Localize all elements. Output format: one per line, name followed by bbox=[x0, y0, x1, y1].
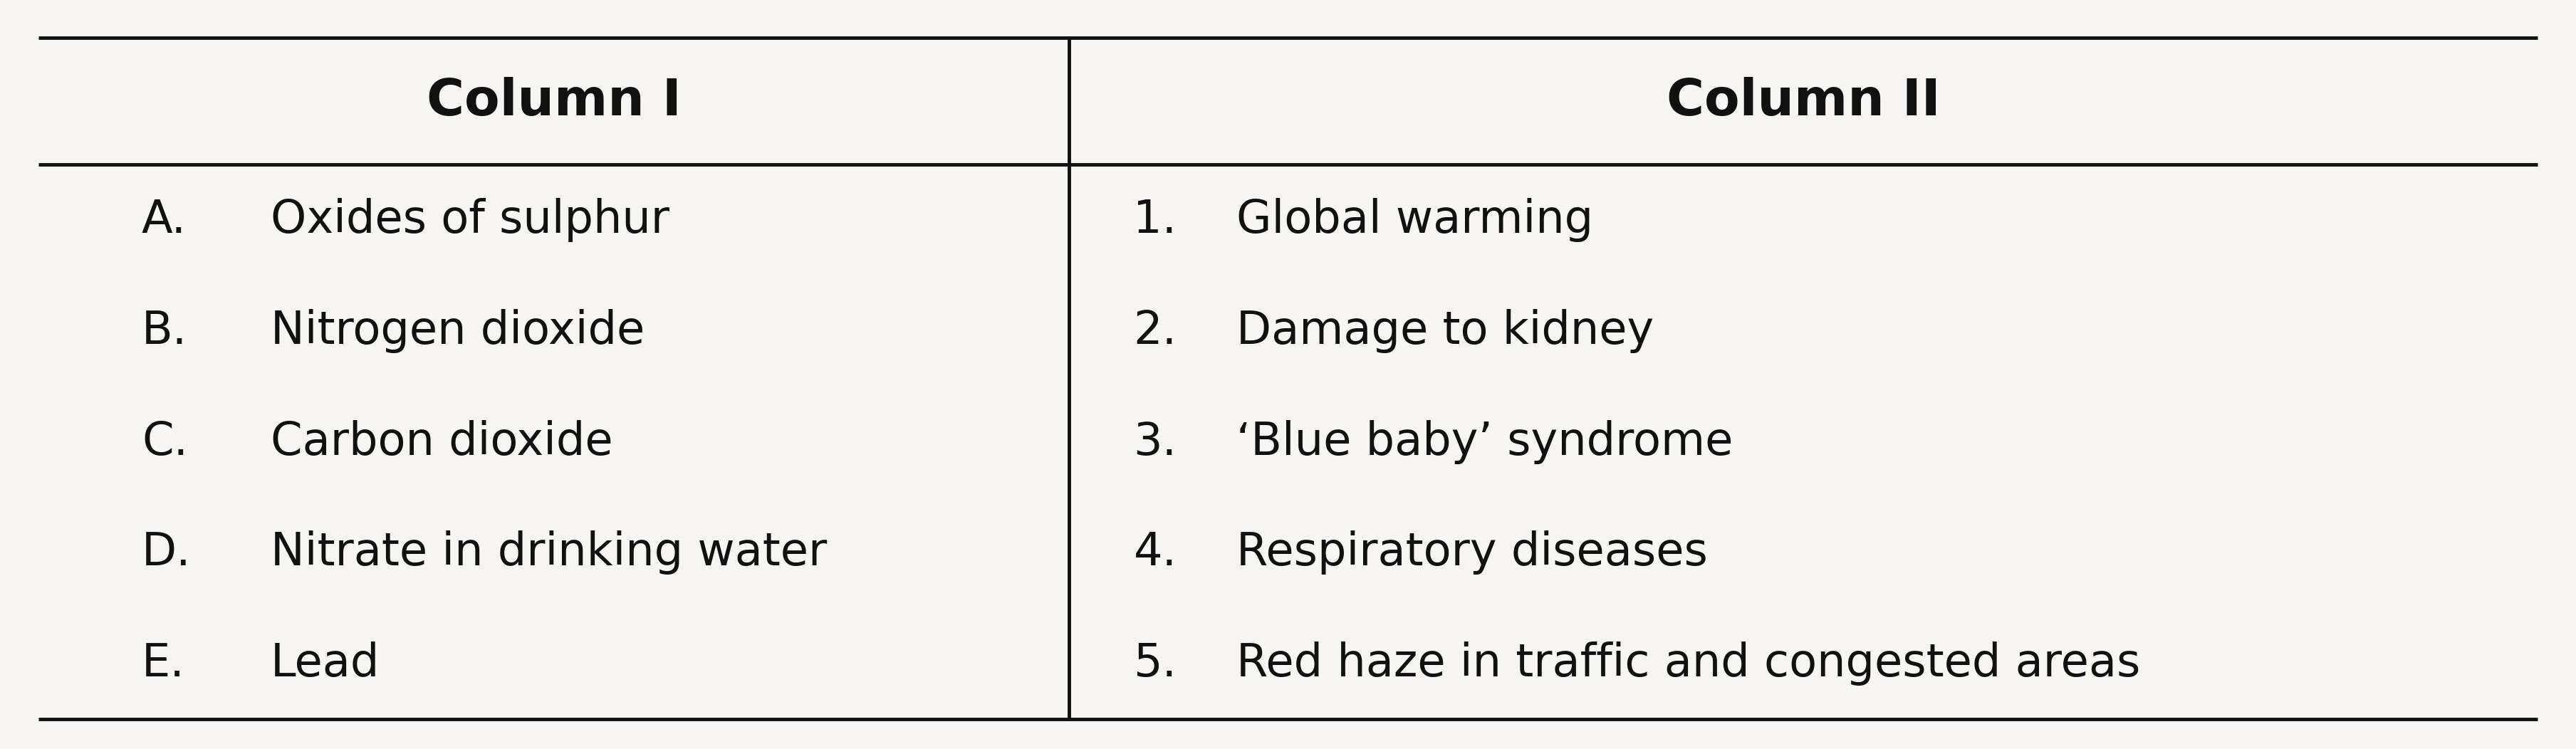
Text: Nitrogen dioxide: Nitrogen dioxide bbox=[270, 309, 644, 353]
Text: Respiratory diseases: Respiratory diseases bbox=[1236, 531, 1708, 574]
Text: 2.: 2. bbox=[1133, 309, 1177, 353]
Text: Oxides of sulphur: Oxides of sulphur bbox=[270, 198, 670, 242]
Text: Red haze in traffic and congested areas: Red haze in traffic and congested areas bbox=[1236, 642, 2141, 685]
Text: B.: B. bbox=[142, 309, 188, 353]
Text: Column II: Column II bbox=[1667, 76, 1940, 126]
Text: Carbon dioxide: Carbon dioxide bbox=[270, 420, 613, 464]
Text: Nitrate in drinking water: Nitrate in drinking water bbox=[270, 531, 827, 574]
Text: E.: E. bbox=[142, 642, 185, 685]
Text: Column I: Column I bbox=[428, 76, 680, 126]
Text: 4.: 4. bbox=[1133, 531, 1177, 574]
Text: C.: C. bbox=[142, 420, 188, 464]
Text: Lead: Lead bbox=[270, 642, 379, 685]
Text: 1.: 1. bbox=[1133, 198, 1177, 242]
Text: 5.: 5. bbox=[1133, 642, 1177, 685]
Text: A.: A. bbox=[142, 198, 185, 242]
Text: ‘Blue baby’ syndrome: ‘Blue baby’ syndrome bbox=[1236, 420, 1734, 464]
Text: Damage to kidney: Damage to kidney bbox=[1236, 309, 1654, 353]
Text: D.: D. bbox=[142, 531, 191, 574]
Text: 3.: 3. bbox=[1133, 420, 1177, 464]
Text: Global warming: Global warming bbox=[1236, 198, 1595, 242]
